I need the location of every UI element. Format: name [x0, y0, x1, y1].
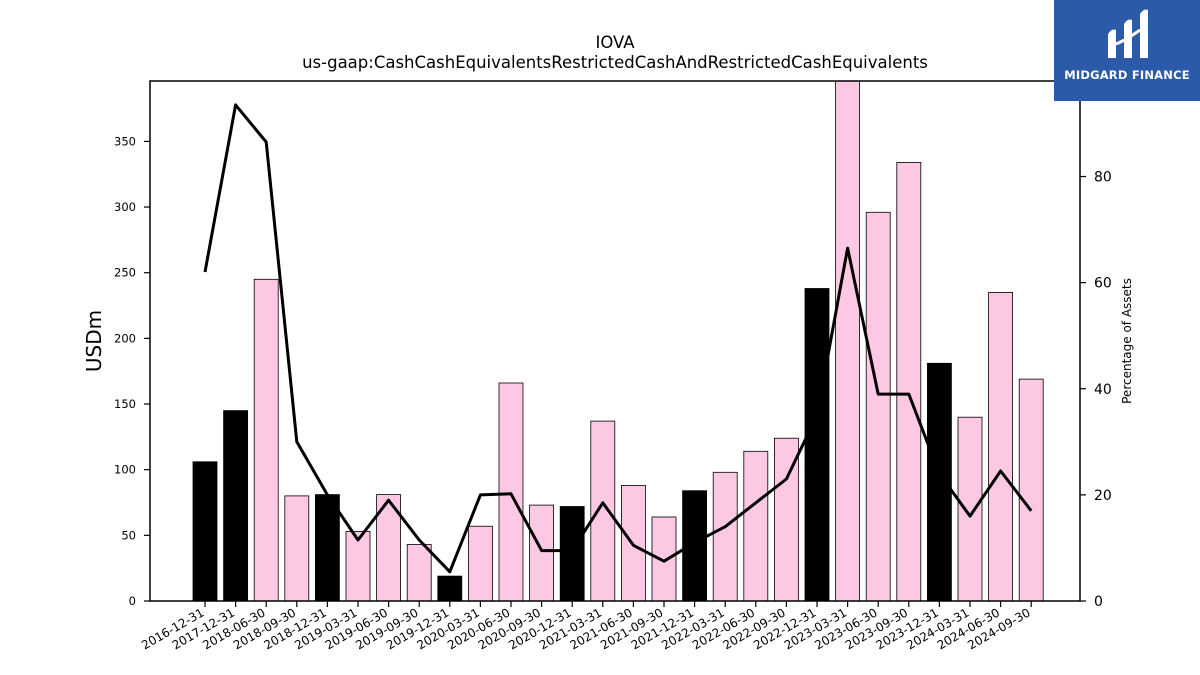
- bar-2022-06-30: [743, 450, 769, 602]
- y-tick-label-50: 50: [121, 528, 136, 542]
- bar-2024-06-30: [988, 291, 1013, 602]
- y-axis-label: USDm: [82, 310, 106, 372]
- bar-2019-09-30: [406, 544, 432, 602]
- bar-2020-03-31: [467, 525, 493, 602]
- y2-tick-label-40: 40: [1094, 382, 1112, 398]
- logo-text: MIDGARD FINANCE: [1064, 68, 1190, 82]
- y2-tick-label-80: 80: [1094, 170, 1112, 186]
- y-tick-label-100: 100: [114, 463, 136, 477]
- pct-assets-line: [203, 103, 1033, 574]
- plot-frame: [149, 80, 1081, 602]
- bar-2021-12-31: [682, 490, 707, 602]
- bar-2019-03-31: [345, 531, 371, 602]
- y2-axis-label: Percentage of Assets: [1120, 278, 1134, 404]
- bar-2023-12-31: [927, 362, 952, 602]
- y-tick-label-300: 300: [114, 200, 136, 214]
- chart-title: IOVA: [595, 33, 635, 52]
- bar-2020-09-30: [529, 504, 554, 602]
- bar-2018-06-30: [253, 278, 279, 602]
- y-tick-label-0: 0: [129, 594, 136, 608]
- brand-logo: MIDGARD FINANCE: [1054, 0, 1200, 101]
- chart-subtitle: us-gaap:CashCashEquivalentsRestrictedCas…: [302, 53, 928, 72]
- bar-2021-03-31: [590, 420, 616, 602]
- y2-tick-label-20: 20: [1094, 488, 1112, 504]
- bar-2024-09-30: [1018, 378, 1044, 602]
- bar-2016-12-31: [192, 461, 218, 602]
- y-axis-right: 0 20 40 60 80: [1080, 170, 1112, 610]
- bar-2018-12-31: [314, 494, 340, 602]
- y-tick-label-350: 350: [114, 134, 136, 148]
- bar-2023-03-31: [835, 80, 860, 602]
- bar-2023-09-30: [896, 161, 922, 602]
- bar-group: [192, 80, 1044, 602]
- y-tick-label-150: 150: [114, 397, 136, 411]
- y-tick-label-200: 200: [114, 331, 136, 345]
- midgard-logo-icon: [1108, 9, 1148, 58]
- y-tick-label-250: 250: [114, 266, 136, 280]
- bar-2020-06-30: [498, 382, 524, 602]
- y2-tick-label-60: 60: [1094, 276, 1112, 292]
- y-axis-left: 0 50 100 150 200 250 300 350: [114, 134, 150, 608]
- bar-2022-12-31: [804, 288, 830, 602]
- bar-2019-12-31: [437, 575, 463, 602]
- y2-tick-label-0: 0: [1094, 594, 1103, 610]
- bar-2021-09-30: [651, 516, 677, 602]
- bar-2018-09-30: [284, 495, 310, 602]
- bar-2020-12-31: [559, 506, 585, 602]
- bar-2017-12-31: [223, 410, 249, 602]
- bar-2024-03-31: [957, 416, 983, 602]
- bar-2023-06-30: [865, 211, 891, 602]
- line-layer: [203, 103, 1033, 574]
- bar-2022-03-31: [712, 471, 738, 602]
- x-axis: 2016-12-312017-12-312018-06-302018-09-30…: [139, 601, 1033, 652]
